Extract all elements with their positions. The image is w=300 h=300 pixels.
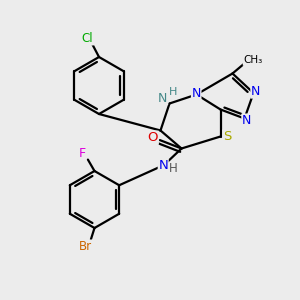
Text: N: N bbox=[158, 159, 168, 172]
Text: H: H bbox=[169, 162, 178, 176]
Text: Cl: Cl bbox=[82, 32, 93, 45]
Text: H: H bbox=[169, 87, 177, 97]
Text: N: N bbox=[251, 85, 260, 98]
Text: N: N bbox=[242, 114, 251, 127]
Text: Br: Br bbox=[79, 240, 92, 253]
Text: N: N bbox=[191, 86, 201, 100]
Text: F: F bbox=[78, 146, 85, 160]
Text: O: O bbox=[148, 131, 158, 144]
Text: N: N bbox=[158, 92, 168, 105]
Text: S: S bbox=[223, 130, 231, 143]
Text: CH₃: CH₃ bbox=[243, 55, 262, 65]
